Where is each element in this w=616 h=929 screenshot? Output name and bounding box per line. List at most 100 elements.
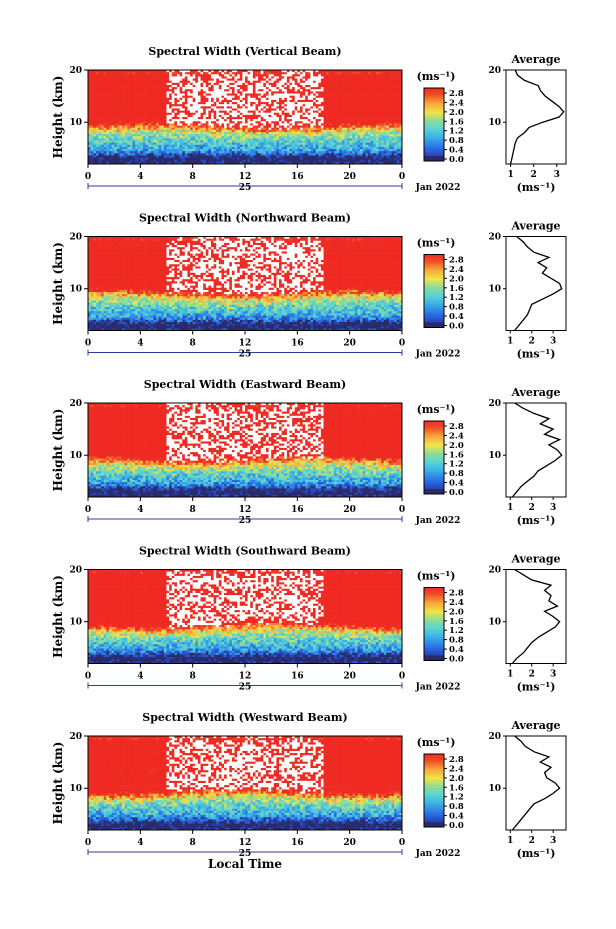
colorbar-tick-label: 0.4 bbox=[449, 479, 464, 489]
profile-x-label: (ms⁻¹) bbox=[517, 681, 556, 694]
profile-line bbox=[509, 69, 565, 165]
colorbar-tick-label: 2.4 bbox=[449, 764, 464, 774]
profile-x-tick-label: 2 bbox=[529, 337, 535, 347]
y-tick-label: 10 bbox=[69, 784, 82, 794]
colorbar-unit: (ms⁻¹) bbox=[417, 403, 456, 416]
x-tick-label: 20 bbox=[343, 838, 356, 848]
y-tick-label: 10 bbox=[69, 285, 82, 295]
x-tick-label: 8 bbox=[190, 505, 196, 515]
y-axis-label: Height (km) bbox=[51, 742, 65, 825]
colorbar-tick-label: 2.4 bbox=[449, 598, 464, 608]
x-tick-label: 8 bbox=[190, 339, 196, 349]
profile-y-tick-label: 20 bbox=[488, 233, 501, 243]
profile-x-tick-label: 1 bbox=[507, 836, 513, 846]
colorbar-tick-label: 0.8 bbox=[449, 303, 464, 313]
panel-1: Spectral Width (Vertical Beam)1020Height… bbox=[51, 45, 567, 194]
colorbar-tick-label: 0.8 bbox=[449, 636, 464, 646]
colorbar-tick-label: 2.4 bbox=[449, 98, 464, 108]
x-tick-label: 12 bbox=[239, 172, 252, 182]
colorbar-unit: (ms⁻¹) bbox=[417, 237, 456, 250]
colorbar-tick-label: 2.0 bbox=[449, 607, 464, 617]
panel-title: Spectral Width (Northward Beam) bbox=[139, 212, 351, 225]
date-day: 25 bbox=[239, 183, 252, 193]
colorbar-tick-label: 2.0 bbox=[449, 441, 464, 451]
x-tick-label: 16 bbox=[291, 339, 304, 349]
colorbar-tick-label: 0.8 bbox=[449, 469, 464, 479]
colorbar-tick-label: 2.8 bbox=[449, 422, 464, 432]
x-tick-label: 4 bbox=[137, 838, 143, 848]
x-tick-label: 0 bbox=[399, 339, 405, 349]
profile-x-tick-label: 3 bbox=[550, 337, 556, 347]
colorbar-tick-label: 1.2 bbox=[449, 626, 464, 636]
profile-x-tick-label: 1 bbox=[507, 503, 513, 513]
panel-4: Spectral Width (Southward Beam)1020Heigh… bbox=[51, 545, 567, 694]
profile-y-tick-label: 10 bbox=[488, 285, 501, 295]
colorbar-tick-label: 1.6 bbox=[449, 284, 464, 294]
profile-title: Average bbox=[510, 386, 560, 399]
x-tick-label: 0 bbox=[399, 838, 405, 848]
profile-x-tick-label: 3 bbox=[550, 670, 556, 680]
x-tick-label: 20 bbox=[343, 505, 356, 515]
x-tick-label: 20 bbox=[343, 172, 356, 182]
heatmap-cells bbox=[88, 403, 403, 498]
profile-title: Average bbox=[510, 719, 560, 732]
x-tick-label: 20 bbox=[343, 672, 356, 682]
x-tick-label: 0 bbox=[399, 505, 405, 515]
colorbar-tick-label: 0.8 bbox=[449, 136, 464, 146]
profile-frame bbox=[505, 69, 567, 165]
colorbar-tick-label: 0.4 bbox=[449, 312, 464, 322]
heatmap-cells bbox=[88, 736, 403, 831]
y-tick-label: 20 bbox=[69, 233, 82, 243]
y-tick-label: 20 bbox=[69, 66, 82, 76]
colorbar-tick-label: 2.8 bbox=[449, 256, 464, 266]
profile-x-tick-label: 2 bbox=[531, 170, 537, 180]
profile-y-tick-label: 20 bbox=[488, 66, 501, 76]
colorbar: 2.82.42.01.61.20.80.40.0 bbox=[423, 254, 464, 332]
colorbar-tick-label: 1.2 bbox=[449, 127, 464, 137]
date-label: Jan 2022 bbox=[415, 683, 461, 693]
x-tick-label: 12 bbox=[239, 505, 252, 515]
panel-title: Spectral Width (Westward Beam) bbox=[142, 711, 347, 724]
panel-3: Spectral Width (Eastward Beam)1020Height… bbox=[51, 378, 567, 527]
colorbar-tick-label: 0.0 bbox=[449, 322, 464, 332]
profile-y-tick-label: 10 bbox=[488, 118, 501, 128]
colorbar-tick-label: 0.0 bbox=[449, 821, 464, 831]
date-day: 25 bbox=[239, 849, 252, 859]
x-tick-label: 20 bbox=[343, 339, 356, 349]
profile-x-tick-label: 2 bbox=[529, 836, 535, 846]
colorbar-tick-label: 0.0 bbox=[449, 155, 464, 165]
profile-x-tick-label: 1 bbox=[507, 337, 513, 347]
y-axis-label: Height (km) bbox=[51, 242, 65, 325]
colorbar-tick-label: 0.0 bbox=[449, 655, 464, 665]
profile-x-label: (ms⁻¹) bbox=[517, 514, 556, 527]
y-tick-label: 20 bbox=[69, 399, 82, 409]
x-tick-label: 12 bbox=[239, 339, 252, 349]
x-tick-label: 16 bbox=[291, 838, 304, 848]
colorbar-tick-label: 2.0 bbox=[449, 274, 464, 284]
profile-y-tick-label: 20 bbox=[488, 399, 501, 409]
date-day: 25 bbox=[239, 683, 252, 693]
profile-x-tick-label: 2 bbox=[529, 670, 535, 680]
colorbar-tick-label: 2.0 bbox=[449, 774, 464, 784]
profile-y-tick-label: 10 bbox=[488, 618, 501, 628]
y-tick-label: 20 bbox=[69, 566, 82, 576]
date-day: 25 bbox=[239, 350, 252, 360]
y-tick-label: 10 bbox=[69, 618, 82, 628]
colorbar-tick-label: 1.2 bbox=[449, 293, 464, 303]
profile-x-label: (ms⁻¹) bbox=[517, 181, 556, 194]
colorbar-tick-label: 1.6 bbox=[449, 783, 464, 793]
x-tick-label: 8 bbox=[190, 172, 196, 182]
panel-title: Spectral Width (Vertical Beam) bbox=[148, 45, 341, 58]
profile-x-tick-label: 1 bbox=[507, 170, 513, 180]
profile-line bbox=[514, 235, 563, 331]
colorbar-tick-label: 2.8 bbox=[449, 755, 464, 765]
x-tick-label: 0 bbox=[399, 672, 405, 682]
colorbar-tick-label: 0.8 bbox=[449, 802, 464, 812]
profile-y-tick-label: 10 bbox=[488, 451, 501, 461]
colorbar-tick-label: 1.2 bbox=[449, 793, 464, 803]
x-tick-label: 0 bbox=[399, 172, 405, 182]
panel-2: Spectral Width (Northward Beam)1020Heigh… bbox=[51, 212, 567, 361]
colorbar-tick-label: 1.6 bbox=[449, 117, 464, 127]
colorbar-tick-label: 0.4 bbox=[449, 812, 464, 822]
colorbar-tick-label: 0.0 bbox=[449, 488, 464, 498]
